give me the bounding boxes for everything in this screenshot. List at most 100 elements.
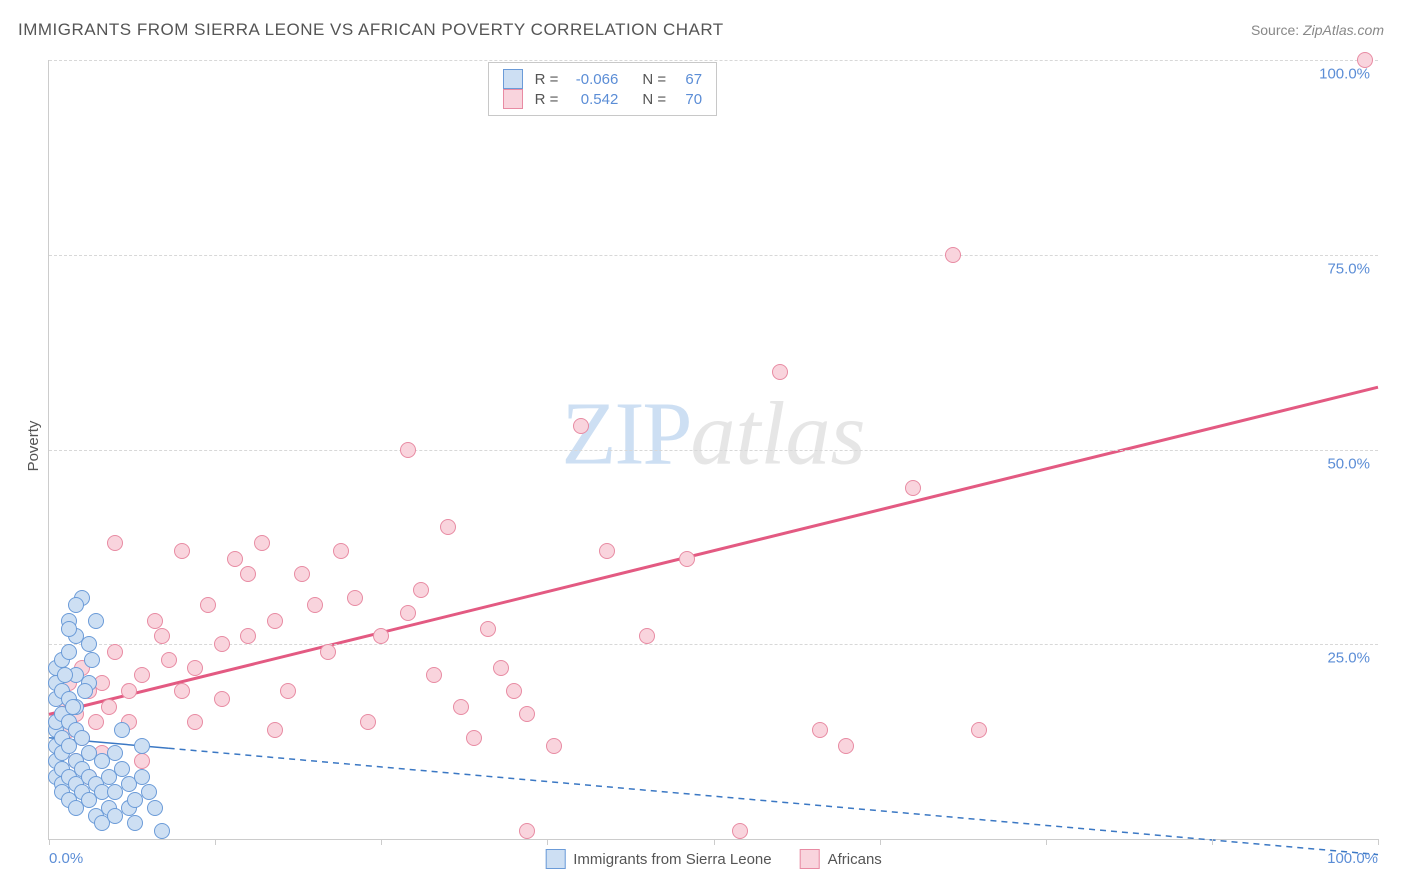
- data-point: [347, 590, 363, 606]
- x-tick: [215, 839, 216, 845]
- data-point: [493, 660, 509, 676]
- x-tick: [1212, 839, 1213, 845]
- data-point: [114, 722, 130, 738]
- legend-swatch: [545, 849, 565, 869]
- x-tick: [1046, 839, 1047, 845]
- data-point: [280, 683, 296, 699]
- correlation-legend: R = -0.066 N = 67 R = 0.542 N = 70: [488, 62, 718, 116]
- y-tick-label: 100.0%: [1319, 66, 1370, 83]
- r-value: 0.542: [566, 91, 618, 108]
- data-point: [400, 442, 416, 458]
- data-point: [506, 683, 522, 699]
- n-value: 70: [674, 91, 702, 108]
- data-point: [294, 566, 310, 582]
- legend-swatch: [503, 69, 523, 89]
- source-label: Source:: [1251, 22, 1299, 38]
- data-point: [147, 613, 163, 629]
- data-point: [57, 667, 73, 683]
- data-point: [134, 769, 150, 785]
- x-tick: [547, 839, 548, 845]
- trend-line-dashed: [169, 748, 1378, 854]
- data-point: [240, 566, 256, 582]
- x-tick: [381, 839, 382, 845]
- data-point: [161, 652, 177, 668]
- data-point: [400, 605, 416, 621]
- data-point: [838, 738, 854, 754]
- data-point: [333, 543, 349, 559]
- data-point: [254, 535, 270, 551]
- plot-area: ZIPatlas R =-0.066N =67R =0.542N =70 Imm…: [48, 60, 1378, 840]
- y-tick-label: 25.0%: [1327, 650, 1370, 667]
- data-point: [679, 551, 695, 567]
- data-point: [1357, 52, 1373, 68]
- data-point: [68, 597, 84, 613]
- data-point: [88, 714, 104, 730]
- r-value: -0.066: [566, 71, 618, 88]
- data-point: [466, 730, 482, 746]
- data-point: [214, 691, 230, 707]
- data-point: [147, 800, 163, 816]
- data-point: [639, 628, 655, 644]
- x-tick: [880, 839, 881, 845]
- data-point: [240, 628, 256, 644]
- data-point: [154, 628, 170, 644]
- data-point: [440, 519, 456, 535]
- data-point: [154, 823, 170, 839]
- data-point: [360, 714, 376, 730]
- legend-swatch: [503, 89, 523, 109]
- gridline-h: [49, 450, 1378, 451]
- gridline-h: [49, 60, 1378, 61]
- x-tick: [1378, 839, 1379, 845]
- data-point: [373, 628, 389, 644]
- data-point: [121, 683, 137, 699]
- data-point: [141, 784, 157, 800]
- data-point: [107, 745, 123, 761]
- data-point: [107, 644, 123, 660]
- data-point: [599, 543, 615, 559]
- data-point: [74, 730, 90, 746]
- data-point: [77, 683, 93, 699]
- data-point: [732, 823, 748, 839]
- n-label: N =: [642, 91, 666, 108]
- source-value: ZipAtlas.com: [1303, 22, 1384, 38]
- data-point: [320, 644, 336, 660]
- legend-swatch: [800, 849, 820, 869]
- series-legend: Immigrants from Sierra Leone Africans: [545, 849, 882, 869]
- r-label: R =: [535, 91, 559, 108]
- data-point: [88, 613, 104, 629]
- data-point: [101, 699, 117, 715]
- data-point: [61, 644, 77, 660]
- data-point: [519, 823, 535, 839]
- series-legend-item: Immigrants from Sierra Leone: [545, 849, 771, 869]
- data-point: [134, 738, 150, 754]
- data-point: [480, 621, 496, 637]
- chart-title: IMMIGRANTS FROM SIERRA LEONE VS AFRICAN …: [18, 20, 724, 40]
- y-axis-label: Poverty: [25, 421, 42, 472]
- series-legend-item: Africans: [800, 849, 882, 869]
- n-value: 67: [674, 71, 702, 88]
- data-point: [214, 636, 230, 652]
- data-point: [267, 613, 283, 629]
- data-point: [413, 582, 429, 598]
- y-tick-label: 50.0%: [1327, 455, 1370, 472]
- data-point: [772, 364, 788, 380]
- data-point: [134, 667, 150, 683]
- correlation-legend-row: R = 0.542 N = 70: [503, 89, 703, 109]
- data-point: [107, 535, 123, 551]
- x-tick-label: 0.0%: [49, 850, 83, 867]
- x-tick-label: 100.0%: [1327, 850, 1378, 867]
- n-label: N =: [642, 71, 666, 88]
- data-point: [426, 667, 442, 683]
- data-point: [267, 722, 283, 738]
- data-point: [65, 699, 81, 715]
- series-legend-label: Immigrants from Sierra Leone: [573, 851, 771, 868]
- source-attribution: Source: ZipAtlas.com: [1251, 22, 1384, 38]
- r-label: R =: [535, 71, 559, 88]
- correlation-legend-row: R = -0.066 N = 67: [503, 69, 703, 89]
- y-tick-label: 75.0%: [1327, 260, 1370, 277]
- data-point: [84, 652, 100, 668]
- data-point: [187, 660, 203, 676]
- x-tick: [49, 839, 50, 845]
- data-point: [812, 722, 828, 738]
- data-point: [453, 699, 469, 715]
